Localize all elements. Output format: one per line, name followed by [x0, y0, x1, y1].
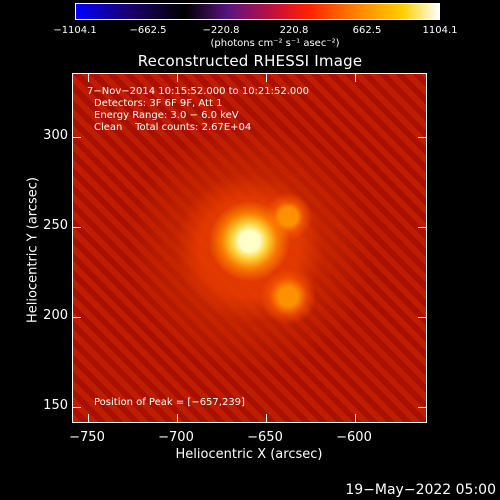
- peak-position-annotation: Position of Peak = [−657,239]: [94, 397, 245, 408]
- y-tick: [418, 227, 426, 228]
- x-tick-label: −700: [158, 430, 194, 445]
- time-range-annotation: 7−Nov−2014 10:15:52.000 to 10:21:52.000: [87, 86, 310, 97]
- x-tick-label: −650: [247, 430, 283, 445]
- energy-range-annotation: Energy Range: 3.0 − 6.0 keV: [94, 110, 239, 121]
- colorbar-tick-label: 220.8: [279, 25, 309, 36]
- colorbar-tick-label: −220.8: [202, 25, 240, 36]
- image-title: Reconstructed RHESSI Image: [137, 52, 363, 70]
- rhessi-image: [73, 74, 426, 422]
- x-tick: [266, 74, 267, 82]
- x-tick: [177, 414, 178, 422]
- x-axis-label: Heliocentric X (arcsec): [175, 447, 323, 462]
- y-tick: [73, 317, 81, 318]
- x-tick-label: −750: [69, 430, 105, 445]
- colorbar-tick-label: 1104.1: [422, 25, 458, 36]
- y-tick: [73, 137, 81, 138]
- x-tick: [88, 414, 89, 422]
- y-tick-label: 200: [43, 308, 68, 323]
- generated-timestamp: 19−May−2022 05:00: [345, 482, 496, 498]
- y-tick-label: 300: [43, 128, 68, 143]
- x-tick: [266, 414, 267, 422]
- x-tick: [355, 414, 356, 422]
- x-tick: [88, 74, 89, 82]
- colorbar-tick-label: −662.5: [129, 25, 167, 36]
- y-tick-label: 150: [43, 398, 68, 413]
- y-tick: [418, 137, 426, 138]
- y-tick: [73, 407, 81, 408]
- y-axis-label: Heliocentric Y (arcsec): [25, 177, 41, 323]
- rhessi-image-plot: 7−Nov−2014 10:15:52.000 to 10:21:52.000 …: [72, 73, 427, 423]
- y-tick: [418, 407, 426, 408]
- x-tick: [355, 74, 356, 82]
- detectors-annotation: Detectors: 3F 6F 9F, Att 1: [94, 98, 223, 109]
- y-tick: [73, 227, 81, 228]
- colorbar-tick-label: −1104.1: [53, 25, 97, 36]
- x-tick: [177, 74, 178, 82]
- clean-counts-annotation: Clean Total counts: 2.67E+04: [94, 122, 252, 133]
- y-tick-label: 250: [43, 218, 68, 233]
- colorbar: [75, 3, 440, 20]
- y-tick: [418, 317, 426, 318]
- x-tick-label: −600: [336, 430, 372, 445]
- colorbar-tick-label: 662.5: [352, 25, 382, 36]
- colorbar-unit-label: (photons cm⁻² s⁻¹ asec⁻²): [210, 38, 340, 49]
